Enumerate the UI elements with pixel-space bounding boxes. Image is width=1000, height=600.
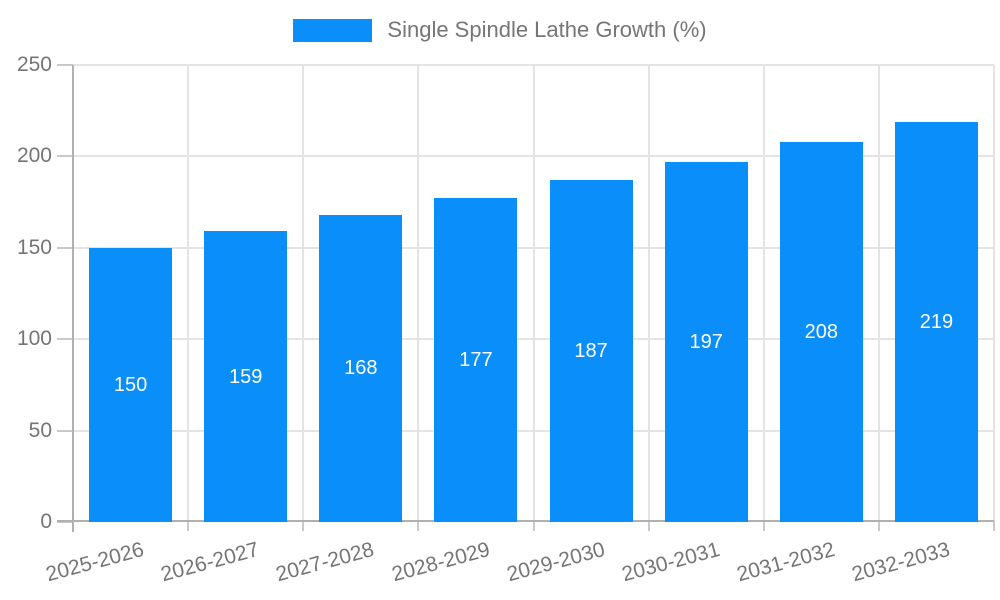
bar-value-label: 168 bbox=[344, 357, 378, 380]
y-axis-tick-label: 250 bbox=[16, 53, 52, 76]
bar-value-label: 159 bbox=[229, 365, 263, 388]
bar-value-label: 219 bbox=[919, 310, 954, 333]
x-axis-tick-label: 2030-2031 bbox=[619, 538, 723, 587]
x-gridline bbox=[417, 65, 420, 522]
bar[interactable] bbox=[89, 247, 173, 522]
x-axis-tick-label: 2026-2027 bbox=[158, 538, 262, 587]
y-axis-tick-label: 50 bbox=[28, 418, 52, 442]
bar[interactable] bbox=[549, 180, 633, 522]
bar[interactable] bbox=[434, 198, 518, 522]
x-axis-line bbox=[57, 520, 994, 522]
legend-swatch bbox=[293, 18, 373, 42]
x-axis-tick-label: 2031-2032 bbox=[734, 538, 838, 587]
bar[interactable] bbox=[319, 214, 403, 522]
x-axis-tick-label: 2029-2030 bbox=[504, 538, 608, 587]
bar[interactable] bbox=[664, 161, 748, 522]
y-tick-mark bbox=[57, 246, 73, 249]
legend[interactable]: Single Spindle Lathe Growth (%) bbox=[0, 17, 1000, 43]
y-tick-mark bbox=[57, 338, 73, 341]
y-tick-mark bbox=[57, 64, 73, 66]
y-tick-mark bbox=[57, 429, 73, 432]
x-gridline bbox=[302, 65, 305, 522]
x-tick-mark bbox=[302, 522, 305, 531]
x-axis-tick-label: 2032-2033 bbox=[849, 538, 953, 587]
bar[interactable] bbox=[204, 231, 288, 522]
bar-value-label: 150 bbox=[113, 373, 148, 396]
x-tick-mark bbox=[877, 522, 880, 531]
x-gridline bbox=[187, 65, 190, 522]
y-tick-mark bbox=[57, 521, 73, 523]
bar-value-label: 177 bbox=[459, 349, 493, 372]
plot-area: 0 50 100 150 200 250 150 2025-2026 159 2026-2027 1… bbox=[17, 53, 995, 586]
y-axis-line bbox=[72, 65, 74, 532]
x-gridline bbox=[532, 65, 535, 522]
y-axis-tick-label: 200 bbox=[16, 144, 52, 168]
x-tick-mark bbox=[417, 522, 420, 531]
legend-label: Single Spindle Lathe Growth (%) bbox=[387, 17, 707, 42]
x-tick-mark bbox=[532, 522, 535, 531]
y-tick-mark bbox=[57, 155, 73, 158]
x-gridline bbox=[647, 65, 650, 522]
y-axis-tick-label: 150 bbox=[16, 235, 52, 259]
x-axis-tick-label: 2028-2029 bbox=[388, 538, 492, 587]
x-gridline bbox=[762, 65, 765, 522]
x-tick-mark bbox=[993, 522, 995, 531]
x-axis-tick-label: 2027-2028 bbox=[273, 538, 377, 587]
x-tick-mark bbox=[187, 522, 190, 531]
y-axis-tick-label: 100 bbox=[16, 327, 52, 351]
y-axis-tick-label: 0 bbox=[40, 510, 52, 533]
x-gridline bbox=[877, 65, 880, 522]
x-axis-tick-label: 2025-2026 bbox=[43, 538, 147, 587]
bar[interactable] bbox=[779, 141, 863, 522]
bar-value-label: 197 bbox=[689, 330, 723, 353]
bar[interactable] bbox=[894, 121, 978, 522]
x-tick-mark bbox=[647, 522, 650, 531]
bar-value-label: 187 bbox=[574, 340, 608, 363]
x-tick-mark bbox=[762, 522, 765, 531]
x-gridline bbox=[993, 65, 995, 522]
bar-value-label: 208 bbox=[804, 320, 838, 343]
